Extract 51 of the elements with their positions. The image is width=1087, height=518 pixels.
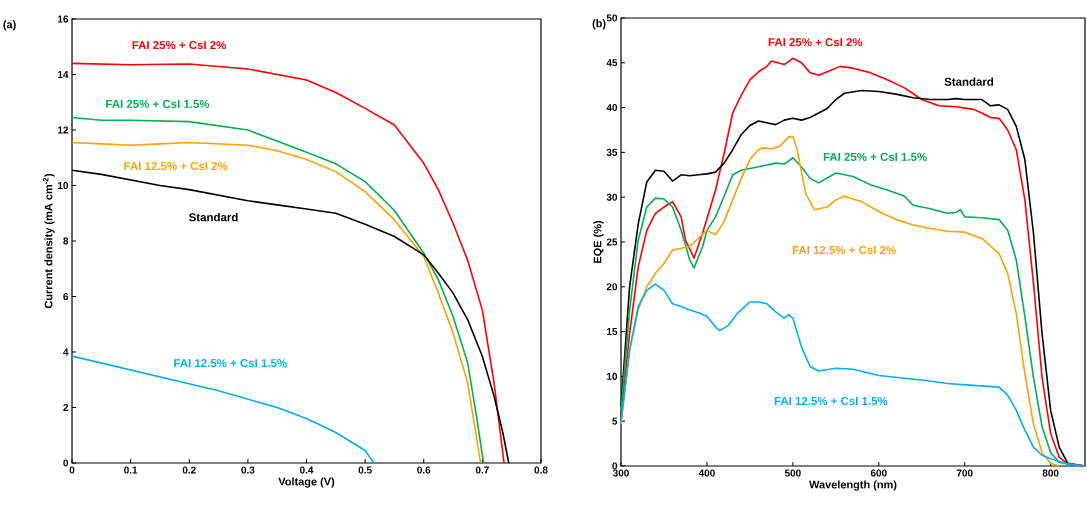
x-tick-label: 700 <box>956 469 973 477</box>
y-tick-label: 4 <box>63 348 69 356</box>
x-tick-label: 0.1 <box>124 466 138 474</box>
y-axis-title: EQE (%) <box>593 220 604 263</box>
series-label: FAI 12.5% + CsI 1.5% <box>774 396 888 406</box>
series-label: Standard <box>944 77 994 86</box>
series-label: FAI 25% + CsI 2% <box>132 41 227 50</box>
x-tick-label: 600 <box>870 469 887 477</box>
x-tick-label: 0.2 <box>182 466 196 474</box>
x-tick-label: 0.8 <box>534 466 548 474</box>
series-label: FAI 12.5% + CsI 2% <box>124 162 228 171</box>
y-tick-label: 2 <box>63 404 69 411</box>
y-tick-label: 40 <box>606 104 618 112</box>
y-tick-label: 45 <box>606 59 618 67</box>
x-tick-label: 300 <box>612 469 629 477</box>
x-tick-label: 0 <box>69 466 75 474</box>
series-label: FAI 25% + CsI 2% <box>768 38 863 47</box>
y-tick-label: 50 <box>606 14 618 22</box>
series-label: FAI 12.5% + CsI 1.5% <box>174 359 287 368</box>
y-tick-label: 20 <box>606 283 618 291</box>
x-axis-title: Voltage (V) <box>278 477 335 488</box>
y-tick-label: 14 <box>58 71 69 78</box>
x-tick-label: 0.5 <box>358 466 372 474</box>
x-tick-label: 0.6 <box>417 466 431 474</box>
y-tick-label: 6 <box>63 292 69 301</box>
text: FAI 12.5% + CsI 2% <box>792 245 896 255</box>
x-tick-label: 800 <box>1042 469 1059 477</box>
y-tick-label: 8 <box>63 237 69 245</box>
y-tick-label: 12 <box>58 126 69 134</box>
x-tick-label: 0.4 <box>299 466 314 474</box>
chart-title: (a) <box>3 20 16 31</box>
y-axis-title: Current density (mA cm$^{-2}$) <box>42 173 55 309</box>
x-tick-label: 0.7 <box>475 466 489 474</box>
y-tick-label: 5 <box>612 417 618 425</box>
y-tick-label: 15 <box>607 328 618 336</box>
y-tick-label: 30 <box>606 193 618 201</box>
x-axis-title: Wavelength (nm) <box>809 480 897 491</box>
x-tick-label: 0.3 <box>241 466 255 474</box>
x-tick-label: 500 <box>784 469 801 477</box>
y-tick-label: 25 <box>606 238 618 246</box>
line-series <box>71 62 505 464</box>
y-tick-label: 0 <box>63 459 69 467</box>
x-tick-label: 400 <box>698 469 715 477</box>
chart-title: (b) <box>592 19 606 30</box>
y-tick-label: 16 <box>58 15 69 23</box>
series-label: FAI 25% + CsI 1.5% <box>106 99 210 108</box>
y-tick-label: 35 <box>606 148 618 156</box>
series-label: FAI 25% + CsI 1.5% <box>823 152 927 161</box>
y-tick-label: 10 <box>607 372 618 380</box>
series-label: Standard <box>189 212 238 222</box>
y-tick-label: 10 <box>58 181 69 190</box>
